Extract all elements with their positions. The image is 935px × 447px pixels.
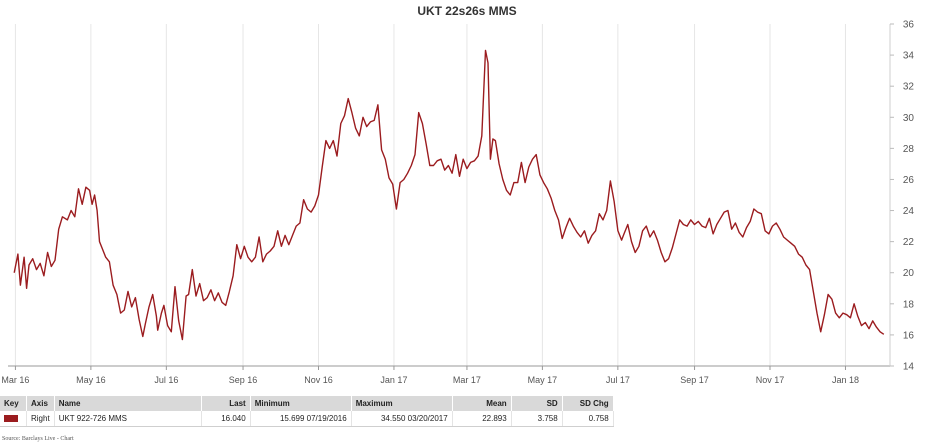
chart: UKT 22s26s MMS Mar 16 May 16 Jul 16 Sep 16 N… — [1, 4, 914, 386]
y-tick-label: 14 — [903, 362, 915, 373]
legend-header-sd-chg: SD Chg — [562, 396, 614, 411]
y-tick-label: 30 — [903, 113, 915, 124]
legend-row: Right UKT 922-726 MMS 16.040 15.699 07/1… — [0, 411, 614, 427]
legend-header-minimum: Minimum — [250, 396, 352, 411]
axes: Mar 16 May 16 Jul 16 Sep 16 Nov 16 Jan 17 Mar … — [1, 20, 914, 386]
legend-header-name: Name — [54, 396, 202, 411]
legend-header-mean: Mean — [452, 396, 512, 411]
y-tick-label: 36 — [903, 20, 915, 31]
legend-key — [0, 411, 27, 427]
y-tick-label: 20 — [903, 268, 915, 279]
x-tick-label: Jan 17 — [380, 375, 407, 385]
legend-mean: 22.893 — [452, 411, 512, 427]
legend-header-maximum: Maximum — [351, 396, 453, 411]
x-tick-label: May 16 — [76, 375, 106, 385]
y-tick-label: 18 — [903, 299, 915, 310]
legend-sd: 3.758 — [511, 411, 563, 427]
y-tick-label: 16 — [903, 330, 915, 341]
y-tick-label: 26 — [903, 175, 915, 186]
legend-sd-chg: 0.758 — [562, 411, 614, 427]
series-color-swatch — [4, 415, 18, 423]
y-tick-label: 22 — [903, 237, 915, 248]
legend-minimum: 15.699 07/19/2016 — [250, 411, 352, 427]
legend-table: Key Axis Name Last Minimum Maximum Mean … — [0, 396, 614, 427]
x-tick-label: Nov 17 — [756, 375, 785, 385]
source-note: Source: Barclays Live - Chart — [2, 436, 74, 442]
y-tick-label: 34 — [903, 51, 915, 62]
x-tick-label: Nov 16 — [304, 375, 333, 385]
legend-axis: Right — [26, 411, 55, 427]
x-tick-label: Sep 17 — [680, 375, 709, 385]
x-tick-label: Mar 17 — [453, 375, 481, 385]
legend-header-last: Last — [201, 396, 251, 411]
series-line — [13, 49, 885, 341]
chart-title: UKT 22s26s MMS — [417, 4, 516, 18]
grid-lines — [14, 24, 846, 366]
y-tick-label: 24 — [903, 206, 915, 217]
x-tick-label: Jul 17 — [606, 375, 630, 385]
legend-header-key: Key — [0, 396, 27, 411]
series-layer — [13, 49, 885, 341]
legend-series-name: UKT 922-726 MMS — [54, 411, 202, 427]
legend-last: 16.040 — [201, 411, 251, 427]
legend-maximum: 34.550 03/20/2017 — [351, 411, 453, 427]
x-tick-label: Jan 18 — [832, 375, 859, 385]
y-tick-label: 32 — [903, 82, 915, 93]
legend-header-sd: SD — [511, 396, 563, 411]
x-tick-label: Jul 16 — [154, 375, 178, 385]
legend-header-row: Key Axis Name Last Minimum Maximum Mean … — [0, 396, 614, 411]
x-tick-label: Sep 16 — [229, 375, 258, 385]
y-tick-label: 28 — [903, 144, 915, 155]
legend-header-axis: Axis — [26, 396, 55, 411]
x-tick-label: Mar 16 — [1, 375, 29, 385]
x-tick-label: May 17 — [528, 375, 558, 385]
